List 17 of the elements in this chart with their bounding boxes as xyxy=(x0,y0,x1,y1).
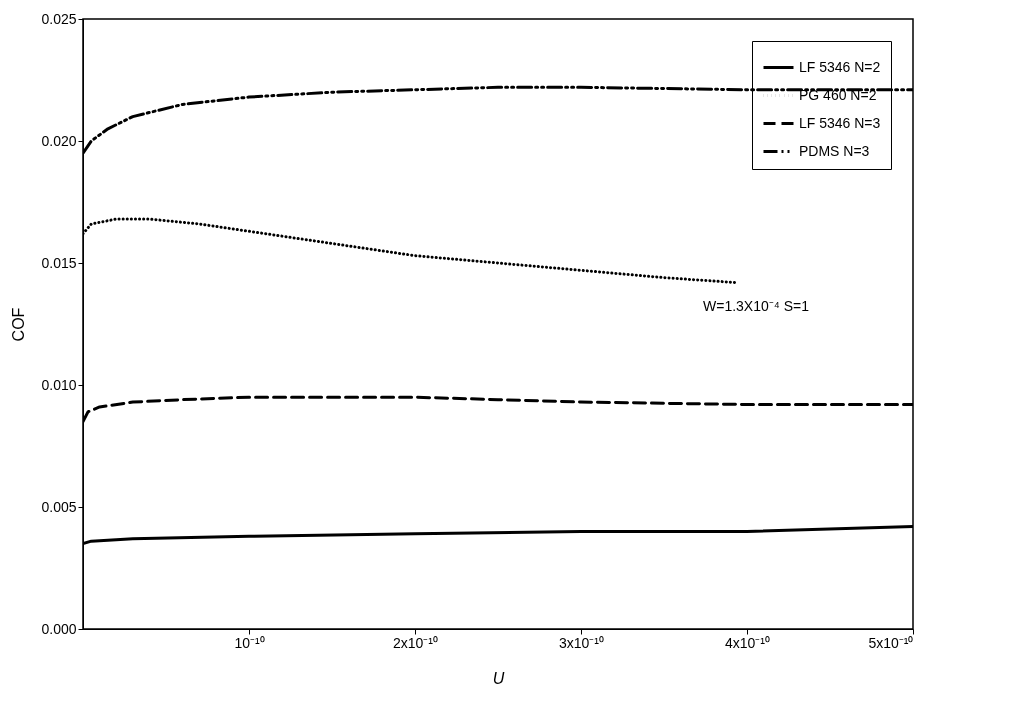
y-tick-label: 0.015 xyxy=(41,254,77,271)
x-tick-label: 5x10⁻¹⁰ xyxy=(868,634,914,651)
x-tick-label: 2x10⁻¹⁰ xyxy=(392,634,439,651)
y-axis-title: COF xyxy=(10,307,28,342)
y-tick-label: 0.020 xyxy=(41,132,77,149)
annotation: W=1.3X10⁻⁴ S=1 xyxy=(703,298,810,314)
y-tick-label: 0.025 xyxy=(41,10,77,27)
y-tick-label: 0.005 xyxy=(41,498,77,515)
legend-label: LF 5346 N=2 xyxy=(799,58,881,75)
y-tick-label: 0.000 xyxy=(41,620,77,637)
x-tick-label: 10⁻¹⁰ xyxy=(234,634,265,651)
x-axis-title: U xyxy=(492,669,505,687)
x-tick-label: 4x10⁻¹⁰ xyxy=(724,634,771,651)
legend-label: PDMS N=3 xyxy=(799,142,870,159)
y-tick-label: 0.010 xyxy=(41,376,77,393)
legend-label: LF 5346 N=3 xyxy=(799,114,881,131)
x-tick-label: 3x10⁻¹⁰ xyxy=(558,634,605,651)
